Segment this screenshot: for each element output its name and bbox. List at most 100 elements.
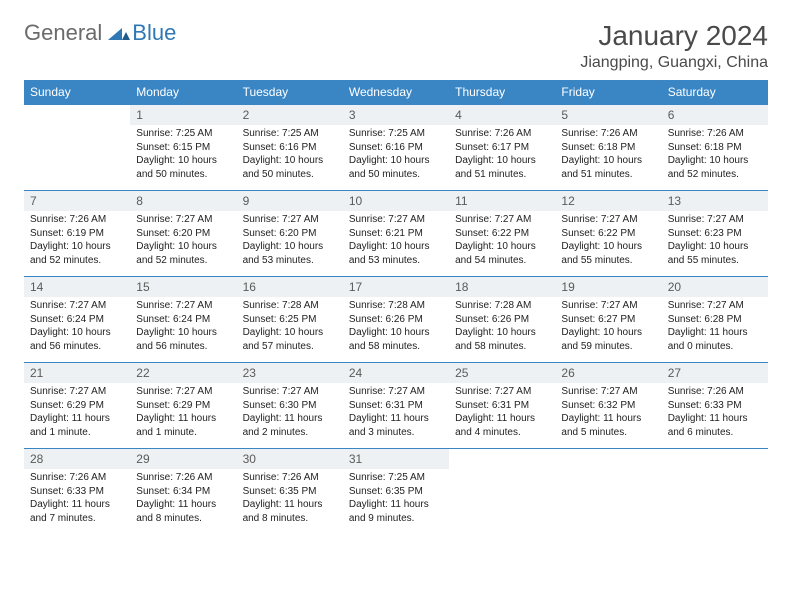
- day-body: Sunrise: 7:28 AMSunset: 6:25 PMDaylight:…: [237, 297, 343, 357]
- sunset-line: Sunset: 6:33 PM: [30, 485, 124, 499]
- daylight-line: Daylight: 10 hours and 56 minutes.: [30, 326, 124, 353]
- day-body: Sunrise: 7:26 AMSunset: 6:17 PMDaylight:…: [449, 125, 555, 185]
- calendar-day-cell: 21Sunrise: 7:27 AMSunset: 6:29 PMDayligh…: [24, 363, 130, 449]
- day-number: 31: [343, 449, 449, 469]
- calendar-day-cell: 4Sunrise: 7:26 AMSunset: 6:17 PMDaylight…: [449, 105, 555, 191]
- day-number: 6: [662, 105, 768, 125]
- sunrise-line: Sunrise: 7:27 AM: [455, 213, 549, 227]
- calendar-day-cell: ..: [662, 449, 768, 535]
- calendar-day-cell: 10Sunrise: 7:27 AMSunset: 6:21 PMDayligh…: [343, 191, 449, 277]
- sunrise-line: Sunrise: 7:27 AM: [349, 385, 443, 399]
- calendar-day-cell: 15Sunrise: 7:27 AMSunset: 6:24 PMDayligh…: [130, 277, 236, 363]
- day-body: Sunrise: 7:27 AMSunset: 6:32 PMDaylight:…: [555, 383, 661, 443]
- sunrise-line: Sunrise: 7:28 AM: [349, 299, 443, 313]
- sunset-line: Sunset: 6:29 PM: [136, 399, 230, 413]
- daylight-line: Daylight: 11 hours and 5 minutes.: [561, 412, 655, 439]
- calendar-day-cell: 1Sunrise: 7:25 AMSunset: 6:15 PMDaylight…: [130, 105, 236, 191]
- sunrise-line: Sunrise: 7:27 AM: [561, 299, 655, 313]
- sunrise-line: Sunrise: 7:27 AM: [668, 299, 762, 313]
- sunrise-line: Sunrise: 7:25 AM: [136, 127, 230, 141]
- sunrise-line: Sunrise: 7:27 AM: [243, 385, 337, 399]
- day-body: Sunrise: 7:27 AMSunset: 6:30 PMDaylight:…: [237, 383, 343, 443]
- sunset-line: Sunset: 6:31 PM: [455, 399, 549, 413]
- calendar-day-cell: 30Sunrise: 7:26 AMSunset: 6:35 PMDayligh…: [237, 449, 343, 535]
- sunrise-line: Sunrise: 7:26 AM: [668, 127, 762, 141]
- sunset-line: Sunset: 6:34 PM: [136, 485, 230, 499]
- calendar-day-cell: ..: [555, 449, 661, 535]
- day-body: Sunrise: 7:27 AMSunset: 6:21 PMDaylight:…: [343, 211, 449, 271]
- day-body: Sunrise: 7:27 AMSunset: 6:22 PMDaylight:…: [555, 211, 661, 271]
- day-body: Sunrise: 7:27 AMSunset: 6:31 PMDaylight:…: [343, 383, 449, 443]
- day-number: 23: [237, 363, 343, 383]
- calendar-day-cell: 7Sunrise: 7:26 AMSunset: 6:19 PMDaylight…: [24, 191, 130, 277]
- weekday-header: Saturday: [662, 80, 768, 105]
- calendar-table: Sunday Monday Tuesday Wednesday Thursday…: [24, 80, 768, 535]
- daylight-line: Daylight: 10 hours and 54 minutes.: [455, 240, 549, 267]
- sunset-line: Sunset: 6:30 PM: [243, 399, 337, 413]
- daylight-line: Daylight: 10 hours and 50 minutes.: [349, 154, 443, 181]
- logo-mark-icon: [108, 22, 130, 45]
- calendar-week-row: 14Sunrise: 7:27 AMSunset: 6:24 PMDayligh…: [24, 277, 768, 363]
- calendar-day-cell: ..: [449, 449, 555, 535]
- daylight-line: Daylight: 10 hours and 52 minutes.: [668, 154, 762, 181]
- sunset-line: Sunset: 6:16 PM: [243, 141, 337, 155]
- day-number: 22: [130, 363, 236, 383]
- sunset-line: Sunset: 6:19 PM: [30, 227, 124, 241]
- day-body: Sunrise: 7:28 AMSunset: 6:26 PMDaylight:…: [343, 297, 449, 357]
- calendar-day-cell: ..: [24, 105, 130, 191]
- sunset-line: Sunset: 6:33 PM: [668, 399, 762, 413]
- calendar-day-cell: 17Sunrise: 7:28 AMSunset: 6:26 PMDayligh…: [343, 277, 449, 363]
- day-body: Sunrise: 7:25 AMSunset: 6:16 PMDaylight:…: [237, 125, 343, 185]
- sunset-line: Sunset: 6:31 PM: [349, 399, 443, 413]
- daylight-line: Daylight: 11 hours and 6 minutes.: [668, 412, 762, 439]
- sunrise-line: Sunrise: 7:26 AM: [668, 385, 762, 399]
- sunset-line: Sunset: 6:24 PM: [30, 313, 124, 327]
- day-number: 2: [237, 105, 343, 125]
- daylight-line: Daylight: 10 hours and 53 minutes.: [349, 240, 443, 267]
- sunrise-line: Sunrise: 7:27 AM: [243, 213, 337, 227]
- calendar-day-cell: 26Sunrise: 7:27 AMSunset: 6:32 PMDayligh…: [555, 363, 661, 449]
- day-number: 5: [555, 105, 661, 125]
- sunset-line: Sunset: 6:18 PM: [668, 141, 762, 155]
- weekday-header: Wednesday: [343, 80, 449, 105]
- daylight-line: Daylight: 10 hours and 57 minutes.: [243, 326, 337, 353]
- day-number: 3: [343, 105, 449, 125]
- calendar-week-row: 21Sunrise: 7:27 AMSunset: 6:29 PMDayligh…: [24, 363, 768, 449]
- calendar-week-row: 7Sunrise: 7:26 AMSunset: 6:19 PMDaylight…: [24, 191, 768, 277]
- calendar-day-cell: 29Sunrise: 7:26 AMSunset: 6:34 PMDayligh…: [130, 449, 236, 535]
- day-number: 8: [130, 191, 236, 211]
- sunset-line: Sunset: 6:26 PM: [455, 313, 549, 327]
- day-number: 24: [343, 363, 449, 383]
- calendar-day-cell: 27Sunrise: 7:26 AMSunset: 6:33 PMDayligh…: [662, 363, 768, 449]
- sunset-line: Sunset: 6:23 PM: [668, 227, 762, 241]
- weekday-header: Sunday: [24, 80, 130, 105]
- day-body: Sunrise: 7:27 AMSunset: 6:20 PMDaylight:…: [237, 211, 343, 271]
- sunrise-line: Sunrise: 7:26 AM: [30, 471, 124, 485]
- day-number: 29: [130, 449, 236, 469]
- day-body: Sunrise: 7:26 AMSunset: 6:34 PMDaylight:…: [130, 469, 236, 529]
- sunrise-line: Sunrise: 7:27 AM: [561, 213, 655, 227]
- day-number: 15: [130, 277, 236, 297]
- day-body: Sunrise: 7:25 AMSunset: 6:15 PMDaylight:…: [130, 125, 236, 185]
- daylight-line: Daylight: 10 hours and 58 minutes.: [455, 326, 549, 353]
- sunset-line: Sunset: 6:28 PM: [668, 313, 762, 327]
- calendar-day-cell: 20Sunrise: 7:27 AMSunset: 6:28 PMDayligh…: [662, 277, 768, 363]
- day-body: Sunrise: 7:27 AMSunset: 6:22 PMDaylight:…: [449, 211, 555, 271]
- sunset-line: Sunset: 6:15 PM: [136, 141, 230, 155]
- daylight-line: Daylight: 11 hours and 4 minutes.: [455, 412, 549, 439]
- daylight-line: Daylight: 11 hours and 1 minute.: [136, 412, 230, 439]
- sunset-line: Sunset: 6:22 PM: [561, 227, 655, 241]
- calendar-day-cell: 23Sunrise: 7:27 AMSunset: 6:30 PMDayligh…: [237, 363, 343, 449]
- day-number: 7: [24, 191, 130, 211]
- day-body: Sunrise: 7:25 AMSunset: 6:35 PMDaylight:…: [343, 469, 449, 529]
- day-number: 21: [24, 363, 130, 383]
- title-block: January 2024 Jiangping, Guangxi, China: [580, 20, 768, 72]
- day-number: 26: [555, 363, 661, 383]
- daylight-line: Daylight: 11 hours and 8 minutes.: [243, 498, 337, 525]
- sunset-line: Sunset: 6:25 PM: [243, 313, 337, 327]
- calendar-day-cell: 14Sunrise: 7:27 AMSunset: 6:24 PMDayligh…: [24, 277, 130, 363]
- daylight-line: Daylight: 11 hours and 1 minute.: [30, 412, 124, 439]
- day-number: 16: [237, 277, 343, 297]
- calendar-day-cell: 12Sunrise: 7:27 AMSunset: 6:22 PMDayligh…: [555, 191, 661, 277]
- day-body: Sunrise: 7:26 AMSunset: 6:18 PMDaylight:…: [555, 125, 661, 185]
